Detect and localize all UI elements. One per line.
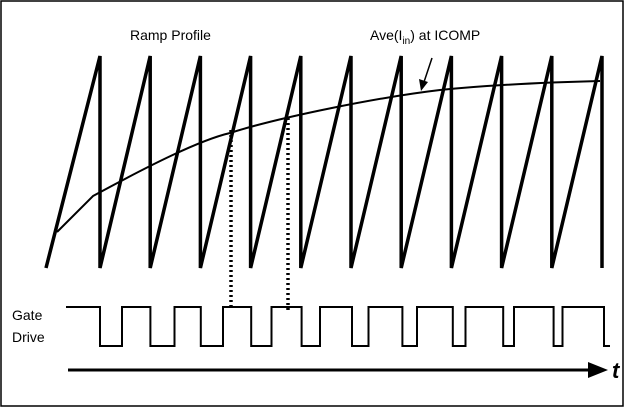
ave-callout-arrowhead — [419, 79, 428, 91]
ave-callout-line — [423, 57, 433, 83]
ramp-profile-label: Ramp Profile — [130, 27, 211, 43]
time-axis-arrowhead — [588, 362, 608, 378]
ramp-sawtooth-waveform — [44, 55, 604, 269]
drive-label: Drive — [12, 329, 45, 345]
time-axis-label: t — [612, 358, 621, 383]
gate-drive-waveform — [66, 306, 610, 347]
gate-label: Gate — [12, 307, 43, 323]
ave-iin-curve — [56, 80, 601, 233]
ave-iin-label: Ave(Iin) at ICOMP — [370, 27, 480, 47]
